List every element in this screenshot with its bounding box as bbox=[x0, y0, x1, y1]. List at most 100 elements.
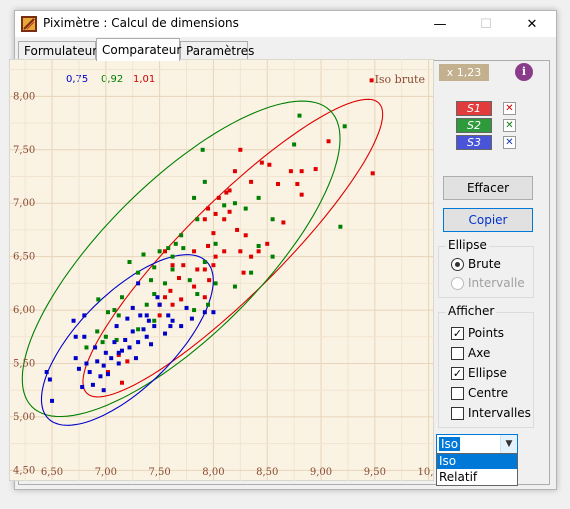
tab-parametres[interactable]: Paramètres bbox=[180, 41, 254, 60]
remove-s3-icon[interactable]: ✕ bbox=[503, 136, 516, 149]
data-point bbox=[200, 147, 205, 152]
app-icon bbox=[21, 16, 37, 32]
chevron-down-icon[interactable]: ▼ bbox=[500, 435, 517, 453]
data-point bbox=[235, 227, 240, 232]
data-point bbox=[213, 254, 218, 259]
data-point bbox=[166, 246, 171, 251]
data-point bbox=[232, 169, 237, 174]
data-point bbox=[222, 249, 227, 254]
data-point bbox=[243, 206, 248, 211]
data-point bbox=[179, 233, 184, 238]
data-point bbox=[281, 220, 286, 225]
data-point bbox=[213, 211, 218, 216]
data-point bbox=[170, 302, 175, 307]
data-point bbox=[80, 384, 85, 389]
x-tick-label: 9,50 bbox=[364, 467, 386, 478]
checkbox-ellipse-label: Ellipse bbox=[468, 366, 507, 380]
y-tick-label: 6,00 bbox=[13, 305, 35, 316]
data-point bbox=[227, 209, 232, 214]
data-point bbox=[181, 246, 186, 251]
data-point bbox=[249, 254, 254, 259]
x-tick-label: 8,50 bbox=[256, 467, 278, 478]
data-point bbox=[370, 171, 375, 176]
data-point bbox=[119, 348, 124, 353]
tab-formulateur[interactable]: Formulateur bbox=[18, 41, 97, 60]
data-point bbox=[192, 284, 197, 289]
data-point bbox=[179, 324, 184, 329]
mode-label: Iso brute bbox=[375, 73, 425, 86]
window-title: Piximètre : Calcul de dimensions bbox=[43, 16, 239, 30]
data-point bbox=[202, 295, 207, 300]
data-point bbox=[267, 162, 272, 167]
data-point bbox=[342, 124, 347, 129]
data-point bbox=[163, 281, 168, 286]
y-tick-label: 5,00 bbox=[13, 412, 35, 423]
data-point bbox=[241, 270, 246, 275]
zoom-badge: x 1,23 bbox=[439, 64, 489, 81]
data-point bbox=[130, 305, 135, 310]
series-s1-button[interactable]: S1 bbox=[456, 101, 492, 116]
y-tick-label: 7,50 bbox=[13, 145, 35, 156]
data-point bbox=[173, 241, 178, 246]
data-point bbox=[47, 377, 52, 382]
maximize-button[interactable]: ☐ bbox=[480, 16, 492, 32]
radio-brute-label: Brute bbox=[468, 257, 501, 271]
data-point bbox=[297, 113, 302, 118]
data-point bbox=[202, 267, 207, 272]
tab-comparateur[interactable]: Comparateur bbox=[96, 38, 181, 61]
close-button[interactable]: ✕ bbox=[526, 16, 538, 32]
data-point bbox=[152, 324, 157, 329]
checkbox-ellipse-box[interactable]: ✓ bbox=[451, 367, 464, 380]
data-point bbox=[177, 276, 181, 281]
data-point bbox=[127, 345, 132, 350]
data-point bbox=[84, 345, 89, 350]
data-point bbox=[105, 370, 110, 375]
minimize-button[interactable]: — bbox=[433, 16, 447, 32]
data-point bbox=[114, 324, 119, 329]
data-point bbox=[195, 217, 200, 222]
data-point bbox=[73, 334, 78, 339]
data-point bbox=[44, 370, 49, 375]
data-point bbox=[112, 308, 117, 313]
data-point bbox=[238, 249, 243, 254]
data-point bbox=[152, 318, 157, 323]
x-tick-label: 10,0 bbox=[417, 467, 434, 478]
series-s3-button[interactable]: S3 bbox=[456, 135, 492, 150]
remove-s2-icon[interactable]: ✕ bbox=[503, 119, 516, 132]
scale-option-iso[interactable]: Iso bbox=[437, 454, 517, 469]
checkbox-centre-box[interactable] bbox=[451, 387, 464, 400]
checkbox-intervalles-box[interactable] bbox=[451, 407, 464, 420]
data-point bbox=[125, 359, 130, 364]
series-s2-button[interactable]: S2 bbox=[456, 118, 492, 133]
y-tick-label: 5,50 bbox=[13, 358, 35, 369]
data-point bbox=[206, 243, 211, 248]
data-point bbox=[103, 350, 108, 355]
data-point bbox=[119, 380, 124, 385]
data-point bbox=[149, 342, 154, 347]
scale-option-relatif[interactable]: Relatif bbox=[439, 470, 478, 484]
ratio-red: 1,01 bbox=[133, 74, 155, 85]
ellipse-group: Ellipse bbox=[438, 238, 534, 298]
data-point bbox=[295, 181, 300, 186]
data-point bbox=[138, 313, 143, 318]
data-point bbox=[116, 350, 121, 355]
title-bar: Piximètre : Calcul de dimensions — ☐ ✕ bbox=[15, 11, 556, 37]
info-icon[interactable]: i bbox=[515, 63, 533, 81]
checkbox-axe-box[interactable] bbox=[451, 347, 464, 360]
data-point bbox=[202, 259, 207, 264]
data-point bbox=[116, 352, 121, 357]
x-tick-label: 6,50 bbox=[41, 467, 63, 478]
data-point bbox=[243, 233, 248, 238]
scale-select[interactable]: Iso ▼ bbox=[436, 434, 518, 454]
data-point bbox=[87, 370, 92, 375]
data-point bbox=[202, 179, 207, 184]
copy-button[interactable]: Copier bbox=[443, 208, 533, 232]
radio-brute-dot[interactable] bbox=[451, 258, 464, 271]
clear-button[interactable]: Effacer bbox=[443, 176, 533, 200]
data-point bbox=[184, 305, 189, 310]
checkbox-points-box[interactable]: ✓ bbox=[451, 327, 464, 340]
remove-s1-icon[interactable]: ✕ bbox=[503, 102, 516, 115]
data-point bbox=[95, 359, 100, 364]
x-tick-label: 8,00 bbox=[202, 467, 224, 478]
radio-intervalle-label: Intervalle bbox=[468, 276, 525, 290]
